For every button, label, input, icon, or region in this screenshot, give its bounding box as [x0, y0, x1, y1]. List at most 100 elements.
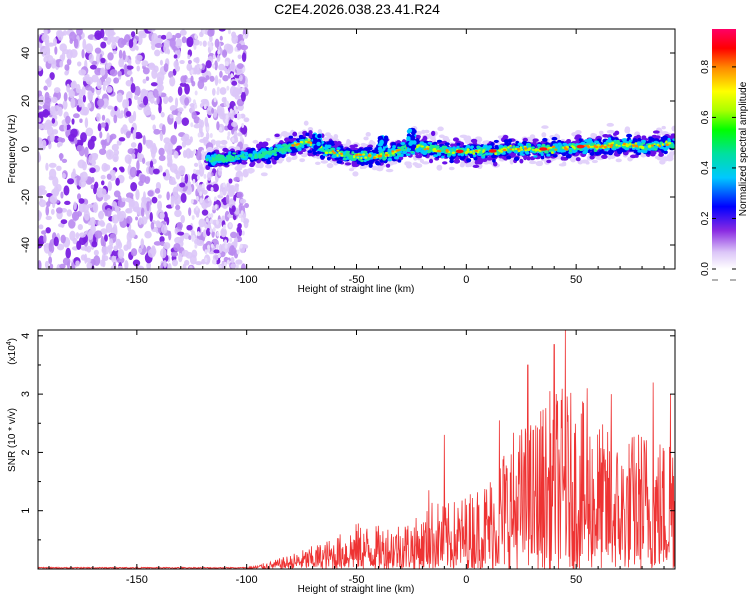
spectrogram-noise-blob	[147, 29, 156, 32]
spectrogram-ridge-blob	[532, 138, 539, 142]
spectrogram-ridge-blob	[217, 166, 223, 172]
spectrogram-noise-blob	[242, 67, 246, 73]
spectrogram-noise-blob	[207, 244, 211, 250]
spectrogram-ridge-blob	[436, 145, 440, 149]
spectrogram-noise-blob	[129, 166, 137, 178]
spectrogram-noise-blob	[194, 103, 198, 109]
spectrogram-noise-blob	[63, 92, 68, 102]
spectrogram-noise-blob	[212, 63, 216, 69]
spectrogram-ridge-blob	[589, 155, 595, 160]
spectrogram-ridge-blob	[349, 154, 353, 158]
spectrogram-ridge-blob	[390, 142, 397, 147]
spectrogram-noise-blob	[64, 200, 71, 206]
spectrogram-noise-blob	[205, 60, 212, 69]
spectrogram-noise-blob	[159, 212, 165, 220]
spectrogram-noise-blob	[217, 218, 223, 223]
spectrogram-noise-blob	[199, 191, 203, 197]
spectrogram-ridge-blob	[432, 154, 439, 158]
spectrogram-ridge-blob	[266, 159, 272, 165]
spectrogram-ridge-blob	[477, 163, 483, 170]
spectrogram-noise-blob	[126, 70, 133, 76]
spectrogram-noise-blob	[43, 101, 51, 110]
spectrogram-ridge-blob	[606, 129, 615, 134]
spectrogram-noise-blob	[121, 197, 126, 203]
spectrogram-ridge-blob	[402, 151, 407, 154]
spectrogram-noise-blob	[81, 49, 85, 59]
spectrogram-ridge-blob	[509, 144, 512, 147]
spectrogram-ridge-blob	[624, 147, 630, 151]
spectrogram-ridge-blob	[392, 145, 396, 149]
spectrogram-noise-blob	[112, 153, 119, 163]
spectrogram-noise-blob	[206, 126, 210, 132]
spectrogram-noise-blob	[226, 259, 230, 265]
spectrogram-noise-blob	[225, 114, 229, 120]
spectrogram-ridge-blob	[322, 149, 326, 153]
spectrogram-ridge-blob	[387, 157, 393, 162]
spectrogram-noise-blob	[128, 39, 134, 49]
spectrogram-noise-blob	[124, 259, 129, 269]
spectrogram-ridge-blob	[277, 144, 282, 147]
spectrogram-noise-blob	[214, 75, 219, 86]
spectrogram-ridge-blob	[456, 142, 461, 146]
spectrogram-noise-blob	[184, 138, 192, 146]
spectrogram-ridge-blob	[275, 144, 279, 148]
spectrogram-noise-blob	[205, 217, 209, 223]
spectrogram-ridge-blob	[421, 161, 430, 165]
spectrogram-noise-blob	[50, 208, 55, 215]
spectrogram-noise-blob	[128, 114, 135, 124]
spectrogram-ridge-blob	[636, 141, 642, 145]
spectrogram-ridge-blob	[352, 171, 359, 177]
spectrogram-ridge-blob	[356, 156, 360, 159]
spectrogram-noise-blob	[239, 243, 243, 249]
spectrogram-noise-blob	[41, 34, 50, 42]
spectrogram-noise-blob	[94, 30, 102, 40]
spectrogram-noise-blob	[46, 201, 51, 207]
spectrogram-noise-blob	[238, 74, 243, 82]
spectrogram-noise-blob	[219, 191, 223, 197]
spectrogram-noise-blob	[140, 238, 145, 250]
spectrogram-noise-blob	[101, 139, 107, 150]
spectrogram-ridge-blob	[304, 138, 309, 142]
spectrogram-noise-blob	[59, 152, 63, 161]
spectrogram-noise-blob	[192, 99, 196, 105]
spectrogram-ridge-blob	[397, 159, 402, 163]
spectrogram-noise-blob	[168, 71, 174, 79]
spectrogram-ridge-blob	[599, 130, 604, 135]
spectrogram-noise-blob	[213, 259, 217, 265]
spectrogram-ridge-blob	[469, 155, 474, 159]
spectrogram-noise-blob	[159, 59, 163, 66]
spectrogram-noise-blob	[225, 194, 230, 205]
spectrogram-noise-blob	[78, 69, 87, 76]
spectrogram-ridge-blob	[241, 153, 245, 156]
spectrogram-noise-blob	[41, 230, 47, 235]
spectrogram-ridge-blob	[248, 153, 253, 157]
spectrogram-ridge-blob	[448, 166, 455, 171]
spectrogram-noise-blob	[88, 53, 94, 63]
spectrogram-ridge-blob	[621, 145, 625, 149]
spectrogram-noise-layer	[38, 29, 250, 269]
spectrogram-noise-blob	[169, 37, 176, 49]
spectrogram-noise-blob	[227, 131, 231, 137]
spectrogram-ridge-blob	[359, 165, 365, 170]
spectrogram-noise-blob	[243, 117, 250, 123]
spectrogram-noise-blob	[142, 67, 150, 75]
spectrogram-noise-blob	[172, 186, 179, 197]
spectrogram-ridge-blob	[590, 142, 595, 146]
spectrogram-noise-blob	[38, 117, 42, 123]
spectrogram-noise-blob	[103, 164, 111, 171]
spectrogram-ridge-blob	[541, 132, 547, 138]
spectrogram-ridge-blob	[254, 153, 258, 157]
spectrogram-noise-blob	[158, 85, 162, 97]
spectrogram-noise-blob	[167, 96, 174, 103]
spectrogram-noise-blob	[38, 211, 42, 218]
spectrogram-noise-blob	[160, 111, 165, 118]
spectrogram-noise-blob	[82, 95, 87, 103]
spectrogram-ridge-blob	[318, 151, 322, 155]
spectrogram-noise-blob	[207, 196, 211, 202]
spectrogram-noise-blob	[177, 111, 181, 118]
spectrogram-ridge-blob	[326, 162, 334, 169]
spectrogram-ridge-blob	[288, 135, 294, 139]
spectrogram-noise-blob	[144, 176, 151, 185]
spectrogram-noise-blob	[109, 69, 118, 77]
